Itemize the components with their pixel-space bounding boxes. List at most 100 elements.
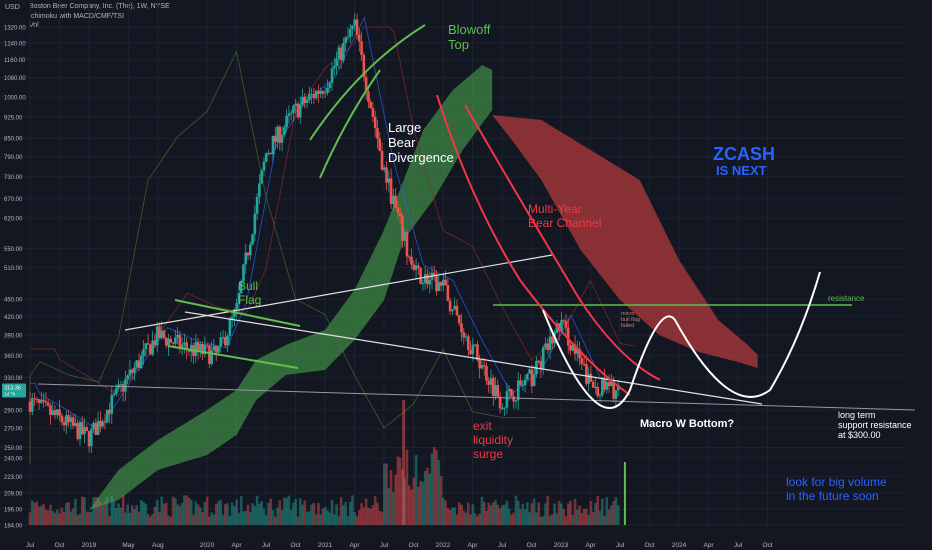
candle-body: [376, 128, 379, 139]
candle-body: [46, 402, 50, 406]
bear-channel-upper: [464, 104, 661, 381]
volume-bar: [487, 502, 491, 525]
candle-body: [489, 378, 493, 385]
volume-bar: [298, 498, 302, 525]
candle-body: [357, 34, 361, 42]
candle-body: [144, 343, 148, 350]
chikou-line: [29, 50, 537, 465]
candle-body: [582, 363, 586, 365]
candle-body: [235, 303, 238, 310]
candle-body: [128, 369, 132, 376]
bear-channel-label: Bear Channel: [528, 216, 601, 230]
volume-bar: [160, 496, 164, 525]
candle-body: [83, 427, 86, 435]
candle-body: [203, 344, 207, 355]
volume-bar: [99, 502, 102, 525]
candle-body: [74, 423, 77, 426]
volume-bar: [128, 512, 132, 525]
candle-body: [616, 384, 620, 391]
volume-bar: [276, 507, 279, 525]
volume-bar: [80, 496, 84, 525]
volume-bar: [314, 514, 318, 525]
candle-body: [569, 345, 572, 351]
candle-body: [178, 334, 182, 349]
volume-bar: [446, 507, 450, 525]
price-tick: 223.00: [4, 475, 23, 481]
volume-bar: [412, 477, 416, 525]
volume-bar: [280, 510, 284, 525]
volume-bar: [235, 499, 238, 525]
time-tick: Jul: [734, 542, 743, 549]
volume-bar: [419, 480, 422, 525]
candle-body: [226, 335, 229, 346]
candle-body: [460, 323, 463, 333]
price-tick: 450.00: [4, 297, 23, 303]
volume-bar: [292, 502, 295, 525]
volume-bar: [283, 497, 286, 525]
candle-body: [30, 398, 34, 412]
candle-body: [385, 167, 388, 183]
volume-bar: [342, 505, 345, 525]
current-price-countdown: 1d 7h: [4, 391, 16, 396]
volume-bar: [482, 501, 486, 525]
price-tick: 1160.00: [4, 58, 26, 64]
time-tick: Oct: [54, 542, 64, 549]
candle-body: [142, 349, 145, 356]
price-tick: 850.00: [4, 137, 23, 143]
volume-bar: [448, 510, 452, 525]
volume-bar: [199, 507, 202, 525]
candle-body: [519, 380, 522, 386]
volume-bar: [267, 502, 270, 525]
volume-bar: [612, 501, 615, 525]
volume-bar: [142, 502, 145, 525]
volume-bar: [158, 511, 161, 525]
bear-channel-lower: [436, 94, 631, 396]
blowoff-upper: [309, 24, 426, 141]
volume-bar: [503, 504, 506, 525]
volume-bar: [526, 502, 529, 525]
volume-bar: [396, 456, 400, 525]
candle-body: [457, 315, 461, 324]
volume-bar: [171, 496, 175, 525]
candle-body: [403, 232, 407, 241]
time-tick: 2022: [436, 542, 451, 549]
candle-body: [71, 417, 75, 426]
candle-body: [85, 427, 89, 431]
candle-body: [160, 330, 164, 338]
time-tick: Jul: [262, 542, 271, 549]
candle-body: [382, 167, 386, 170]
divergence-label: Bear: [388, 135, 416, 150]
volume-bar: [376, 502, 379, 525]
volume-bar: [194, 501, 198, 525]
volume-bar: [319, 514, 322, 525]
candle-body: [110, 395, 114, 414]
candle-body: [139, 355, 143, 369]
candle-body: [201, 344, 204, 355]
candle-body: [389, 178, 393, 204]
volume-bar: [532, 498, 536, 525]
candle-body: [280, 135, 284, 143]
price-tick: 670.00: [4, 197, 23, 203]
candle-body: [503, 407, 506, 409]
candle-body: [287, 113, 291, 116]
candle-body: [194, 342, 198, 356]
volume-bar: [566, 503, 570, 525]
bull-flag-top: [174, 299, 301, 327]
time-tick: Oct: [644, 542, 654, 549]
volume-bar: [92, 497, 95, 525]
candle-body: [53, 410, 57, 415]
volume-bar: [346, 516, 350, 525]
candle-body: [224, 337, 227, 346]
bear-channel-label: Multi-Year: [528, 202, 582, 216]
volume-bar: [94, 496, 98, 525]
volume-bar: [362, 507, 366, 525]
candle-body: [121, 384, 125, 392]
candle-body: [355, 19, 359, 35]
candle-body: [487, 380, 491, 385]
candle-body: [544, 343, 547, 348]
candle-body: [153, 340, 157, 346]
candle-body: [108, 409, 111, 414]
candle-body: [371, 108, 375, 117]
volume-bar: [364, 498, 368, 525]
